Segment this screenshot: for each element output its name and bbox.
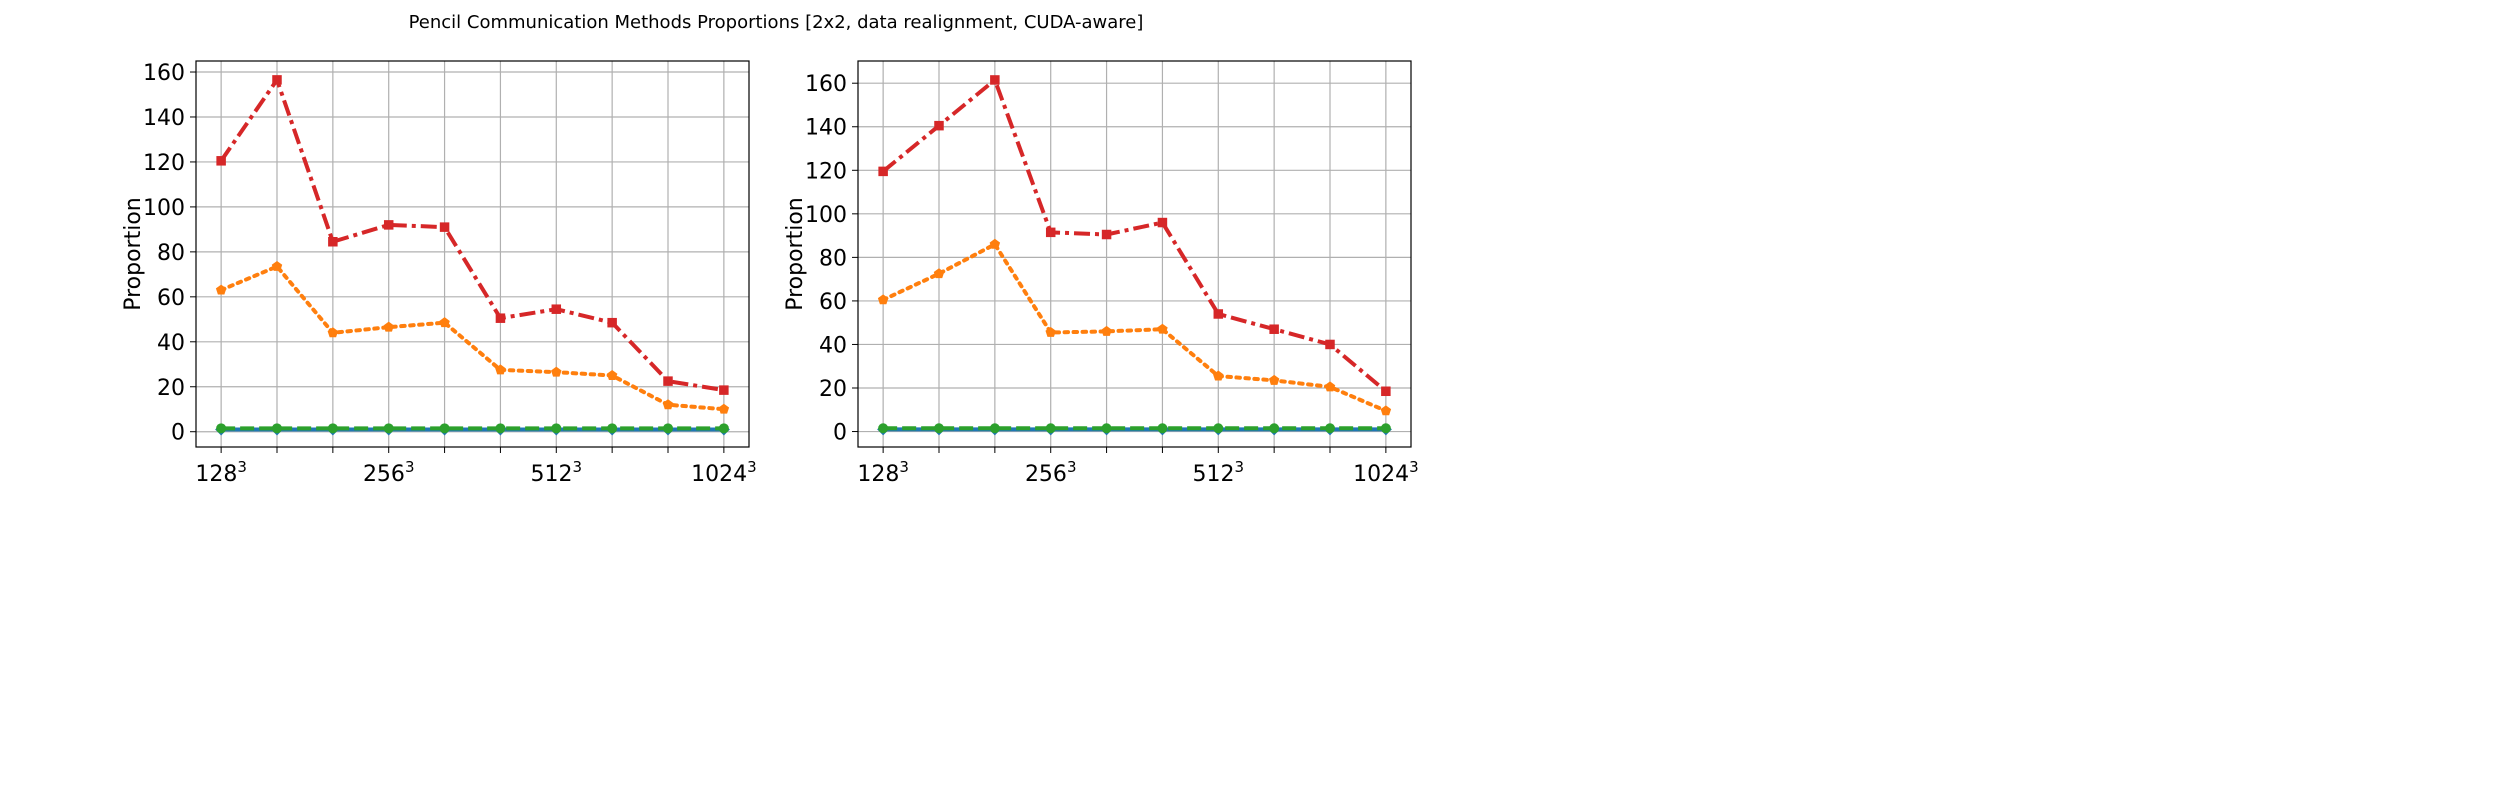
y-axis-label: Proportion [783, 197, 808, 311]
y-tick-label: 100 [143, 196, 185, 221]
series-1-point [1381, 386, 1391, 397]
y-tick-label: 60 [819, 290, 847, 315]
series-3-point [878, 423, 889, 434]
y-tick-label: 140 [805, 116, 847, 141]
series-1-point [495, 313, 506, 323]
series-3-point [1213, 423, 1224, 434]
y-tick-label: 40 [157, 331, 185, 356]
y-tick-label: 20 [819, 377, 847, 402]
series-1-point [1045, 227, 1056, 238]
series-3-point [607, 423, 618, 434]
axes-frame [195, 60, 750, 448]
series-3-point [327, 423, 338, 434]
series-2-point [383, 321, 394, 332]
series-1-point [1213, 309, 1224, 319]
series-2-point [1157, 323, 1168, 334]
y-tick-label: 120 [805, 159, 847, 184]
series-2-point [877, 294, 889, 305]
series-3-point [1380, 423, 1391, 434]
y-tick-label: 140 [143, 106, 185, 131]
series-2-point [495, 364, 506, 375]
series-3-point [495, 423, 506, 434]
x-tick-label: 1283 [857, 458, 909, 487]
series-1-point [607, 317, 617, 328]
y-tick-label: 60 [157, 286, 185, 311]
series-2-point [271, 260, 283, 271]
series-1-point [878, 166, 888, 177]
y-tick-label: 120 [143, 151, 185, 176]
chart-1: 0 20 40 60 80 100 120 140 160 1283 2563 5123 10243 Pr… [121, 60, 757, 487]
series-1-point [328, 236, 338, 247]
series-2-point [1101, 325, 1112, 336]
series-3-point [933, 423, 944, 434]
y-tick-label: 40 [819, 333, 847, 358]
x-tick-label: 2563 [1025, 458, 1077, 487]
series-1-line [881, 77, 1388, 393]
y-tick-label: 20 [157, 376, 185, 401]
series-2-point [439, 317, 450, 328]
x-tick-label: 2563 [363, 458, 415, 487]
series-3-point [1101, 423, 1112, 434]
series-2-point [1213, 370, 1224, 381]
series-2-point [1380, 405, 1392, 416]
x-tick-label: 5123 [1193, 458, 1245, 487]
series-1-point [1325, 339, 1335, 350]
series-3-point [1045, 423, 1056, 434]
series-2-point [989, 238, 1001, 249]
series-2-point [1324, 381, 1336, 392]
y-axis-label: Proportion [121, 197, 146, 311]
x-tick-label: 10243 [691, 458, 757, 487]
chart-2: 0 20 40 60 80 100 120 140 160 1283 2563 5123 10243 Pr… [783, 60, 1419, 487]
series-1-point [990, 75, 1000, 85]
y-tick-label: 0 [833, 421, 847, 446]
x-tick-label: 1283 [195, 458, 247, 487]
series-2-point [215, 284, 227, 295]
series-3-point [1157, 423, 1168, 434]
series-1-point [216, 156, 226, 166]
y-tick-label: 80 [157, 241, 185, 266]
series-1-point [1269, 324, 1279, 334]
series-3-point [551, 423, 562, 434]
series-2-point [1268, 374, 1280, 385]
series-3-point [439, 423, 450, 434]
y-tick-label: 160 [143, 61, 185, 86]
series-3-point [383, 423, 394, 434]
series-2-line [219, 264, 726, 412]
series-2-line [881, 242, 1388, 413]
series-3-point [1269, 423, 1280, 434]
series-3-point [718, 423, 729, 434]
figure-title: Pencil Communication Methods Proportions… [408, 12, 1144, 33]
series-1-point [719, 385, 729, 395]
series-1-point [272, 75, 282, 85]
series-2-point [718, 403, 730, 414]
x-tick-label: 10243 [1353, 458, 1419, 487]
series-2-point [327, 327, 339, 338]
series-3-point [271, 423, 282, 434]
series-1-point [551, 304, 562, 314]
series-2-point [933, 268, 945, 279]
series-2-point [606, 370, 618, 380]
y-tick-label: 80 [819, 246, 847, 271]
y-tick-label: 0 [171, 421, 185, 446]
series-1-point [1101, 229, 1112, 240]
x-tick-label: 5123 [531, 458, 583, 487]
series-2-point [551, 366, 562, 377]
series-3-point [663, 423, 674, 434]
axes-frame [857, 60, 1412, 448]
series-3-point [1325, 423, 1336, 434]
series-3-point [989, 423, 1000, 434]
series-3-point [216, 423, 227, 434]
series-1-point [1157, 217, 1168, 228]
series-1-point [663, 376, 673, 386]
y-tick-label: 160 [805, 72, 847, 97]
y-tick-label: 100 [805, 203, 847, 228]
series-1-point [439, 222, 450, 232]
series-1-point [934, 120, 944, 131]
series-2-point [662, 399, 674, 410]
series-1-point [383, 220, 394, 230]
series-2-point [1045, 326, 1056, 337]
series-1-line [219, 77, 725, 393]
